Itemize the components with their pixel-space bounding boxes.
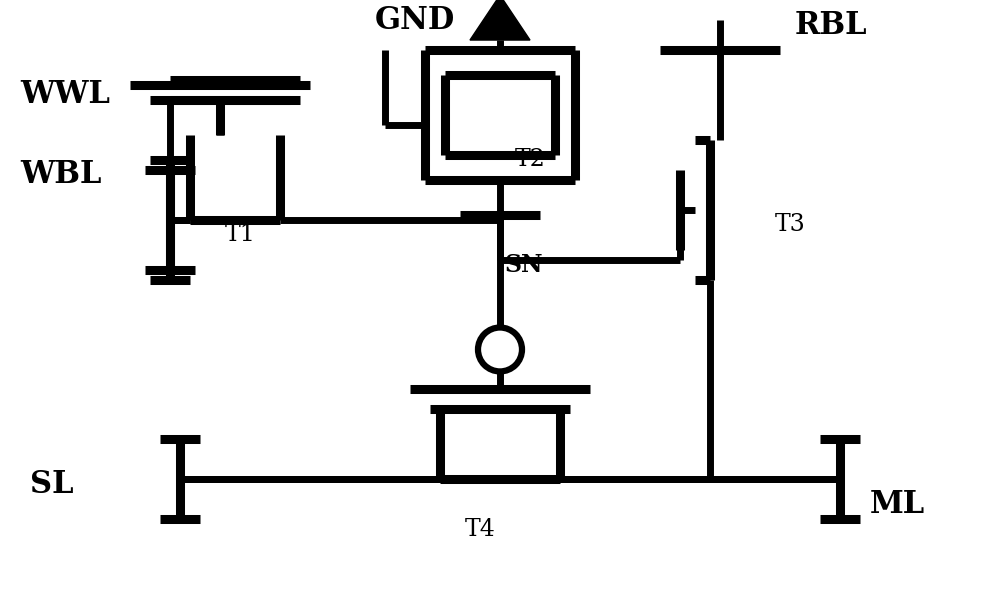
Text: WWL: WWL xyxy=(20,80,110,110)
Text: T3: T3 xyxy=(775,213,806,236)
Text: GND: GND xyxy=(375,5,455,35)
Text: SN: SN xyxy=(505,253,544,277)
Text: T2: T2 xyxy=(515,149,546,171)
Text: T1: T1 xyxy=(225,223,256,246)
Polygon shape xyxy=(470,0,530,40)
Text: ML: ML xyxy=(870,489,925,520)
Text: T4: T4 xyxy=(465,518,496,541)
Text: SL: SL xyxy=(30,468,74,500)
Text: RBL: RBL xyxy=(795,10,868,41)
Text: WBL: WBL xyxy=(20,159,101,190)
